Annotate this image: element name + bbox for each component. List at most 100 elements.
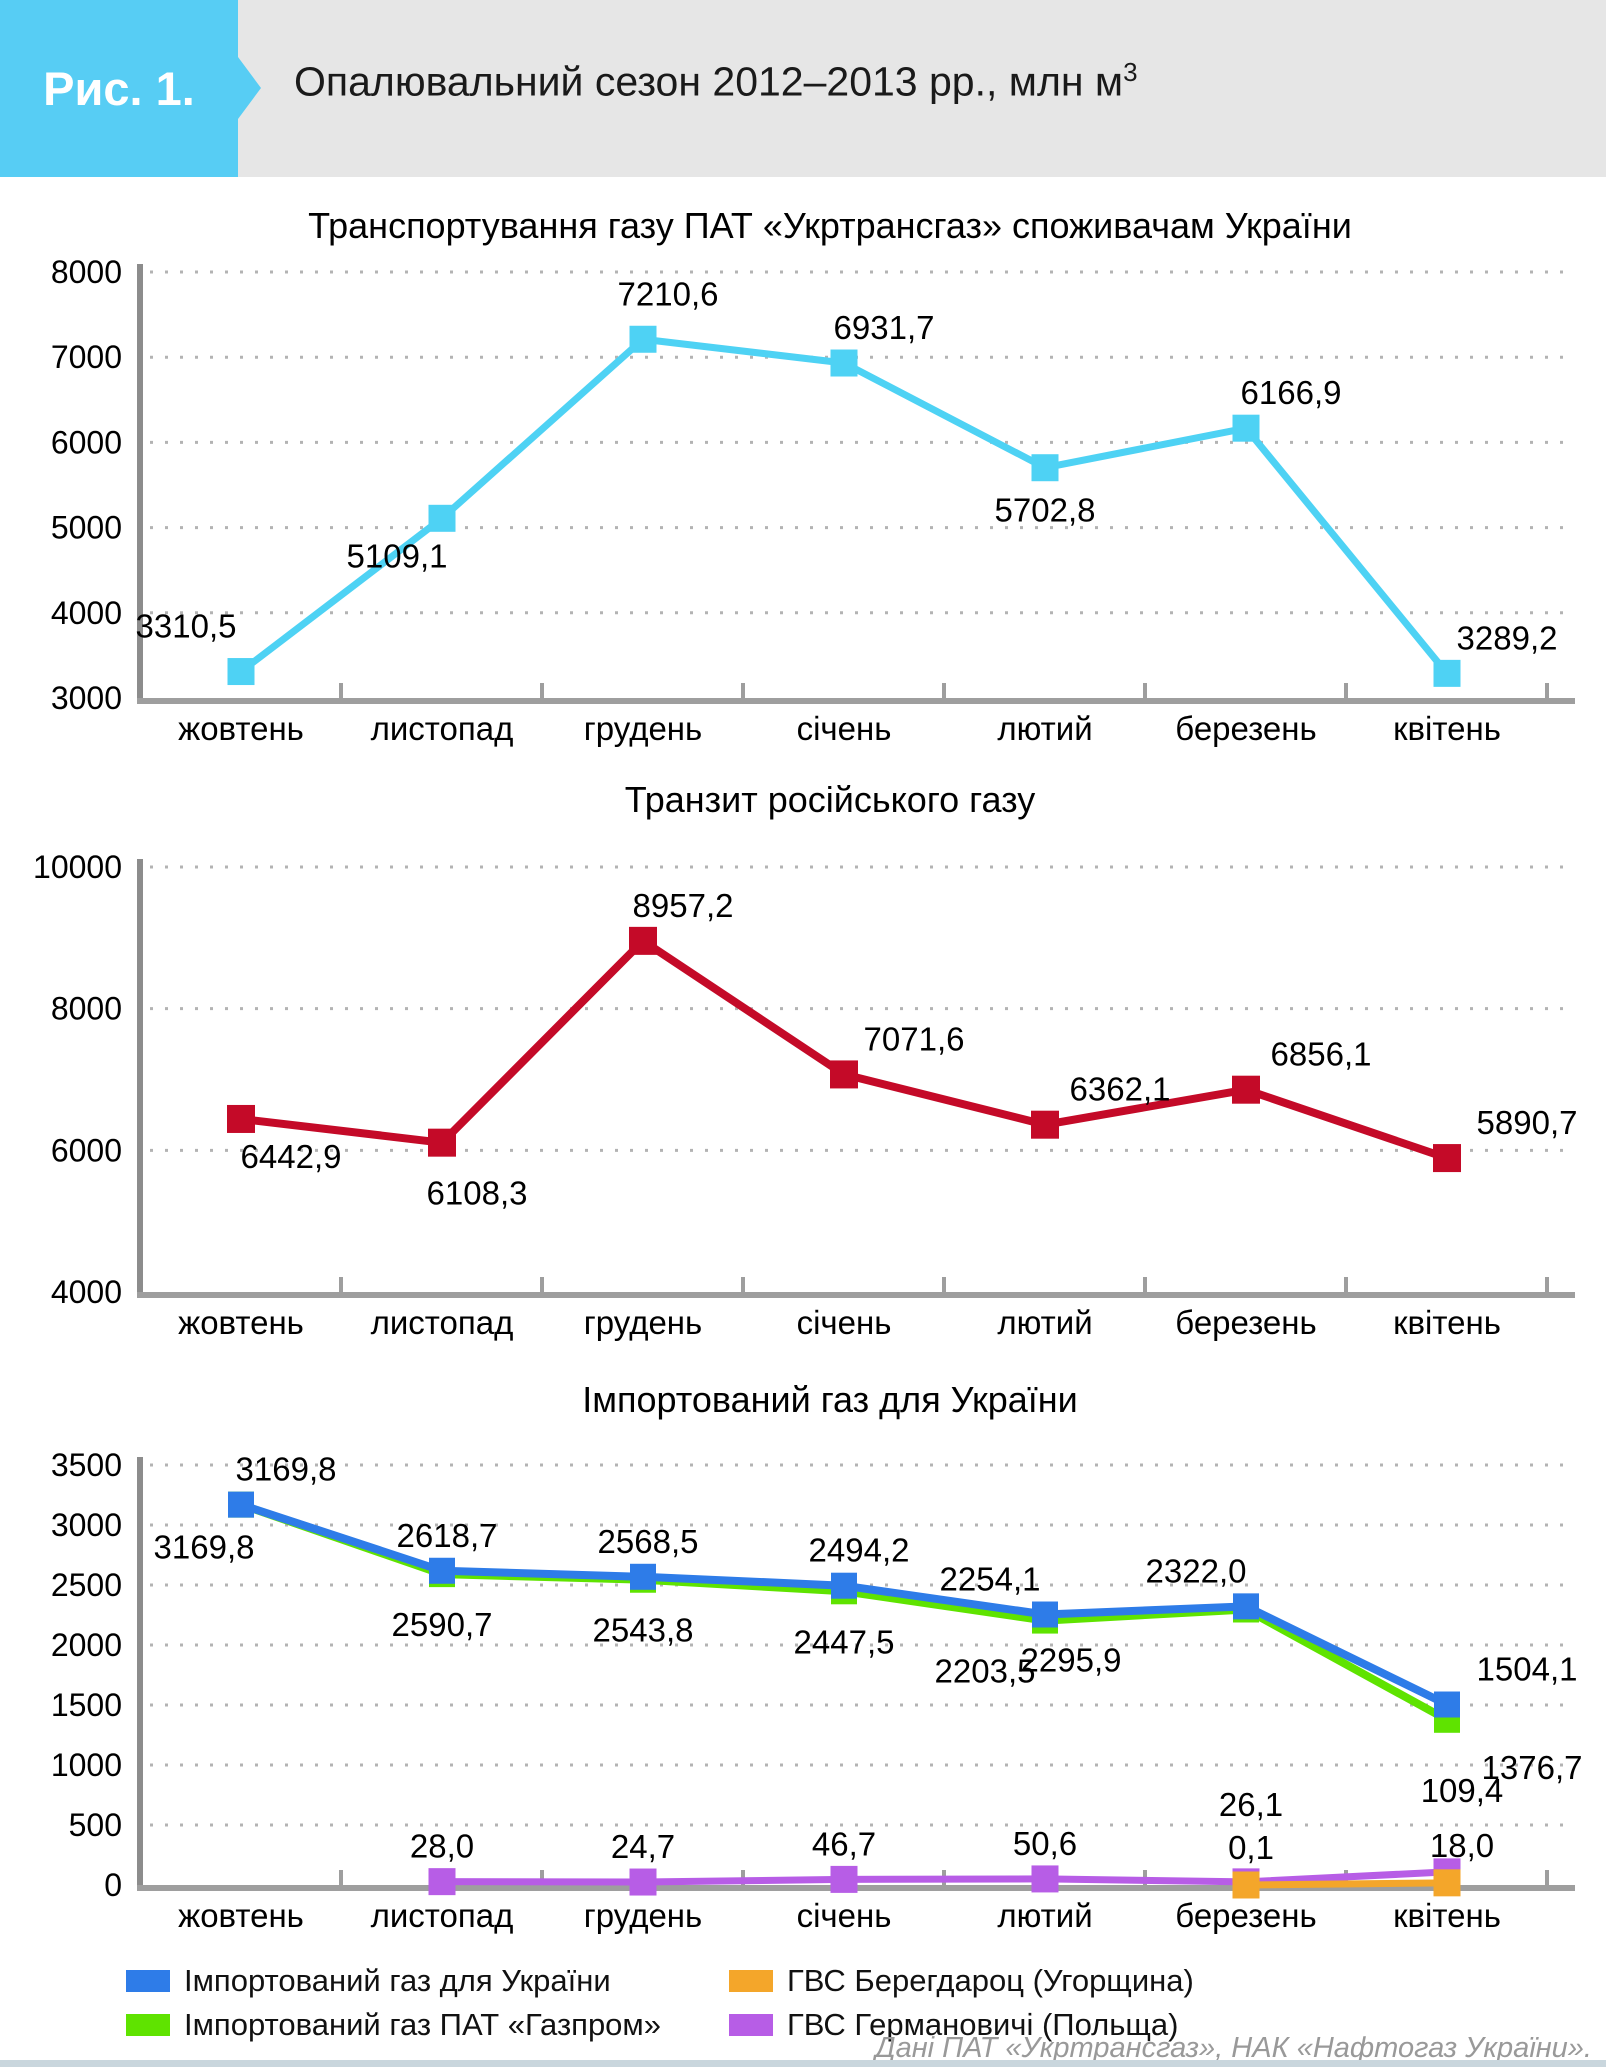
value-label: 18,0 <box>1430 1827 1494 1864</box>
legend-swatch-blue <box>126 1970 170 1992</box>
value-label: 6442,9 <box>241 1138 342 1175</box>
value-label: 2254,1 <box>940 1561 1041 1598</box>
x-axis-category-label: квітень <box>1393 1897 1501 1934</box>
x-axis-line <box>137 698 1575 704</box>
x-axis-line <box>137 1292 1575 1298</box>
figure-badge: Рис. 1. <box>0 0 261 177</box>
chart-title: Транспортування газу ПАТ «Укртрансгаз» с… <box>308 205 1352 246</box>
x-axis-tick <box>1143 1277 1147 1292</box>
y-axis-tick-label: 4000 <box>51 1274 122 1310</box>
y-axis-line <box>137 859 143 1292</box>
value-label: 6362,1 <box>1070 1071 1171 1108</box>
chart-title: Транзит російського газу <box>625 779 1036 820</box>
x-axis-tick <box>339 683 343 698</box>
data-point-marker-red <box>1031 1110 1059 1139</box>
data-point-marker-blue <box>831 1572 857 1599</box>
x-axis-category-label: грудень <box>584 710 702 747</box>
value-label: 26,1 <box>1219 1786 1283 1823</box>
value-label: 1504,1 <box>1477 1651 1578 1688</box>
header-band <box>0 0 1606 177</box>
x-axis-category-label: березень <box>1175 1897 1316 1934</box>
y-axis-line <box>137 264 143 698</box>
y-axis-tick-label: 6000 <box>51 424 122 460</box>
page-title-text: Опалювальний сезон 2012–2013 рр., млн м <box>294 58 1124 105</box>
data-point-marker-blue <box>1434 1691 1460 1718</box>
y-axis-tick-label: 500 <box>69 1807 122 1843</box>
x-axis-tick <box>741 683 745 698</box>
legend-label: Імпортований газ ПАТ «Газпром» <box>184 2007 661 2042</box>
data-point-marker-blue <box>429 1557 455 1584</box>
legend-swatch-green <box>126 2014 170 2036</box>
data-point-marker-orange <box>1232 1871 1260 1899</box>
legend-swatch-purple <box>728 2014 773 2036</box>
x-axis-category-label: квітень <box>1393 710 1501 747</box>
value-label: 2447,5 <box>794 1623 895 1660</box>
data-point-marker-blue <box>228 1491 254 1518</box>
source-note: Дані ПАТ «Укртрансгаз», НАК «Нафтогаз Ук… <box>875 2032 1592 2064</box>
chart-3: Імпортований газ для України 3500 3000 2500… <box>51 1379 1583 1934</box>
chart-title: Імпортований газ для України <box>582 1379 1077 1420</box>
value-label: 2543,8 <box>593 1612 694 1649</box>
x-axis-category-label: грудень <box>584 1304 702 1341</box>
y-axis-tick-label: 1500 <box>51 1687 122 1723</box>
value-label: 8957,2 <box>633 887 734 924</box>
data-point-marker-purple <box>629 1868 657 1896</box>
legend-item: Імпортований газ для України <box>126 1964 661 1998</box>
value-label: 3169,8 <box>236 1451 337 1488</box>
x-axis-category-label: грудень <box>584 1897 702 1934</box>
data-point-marker-purple <box>428 1868 456 1896</box>
value-label: 5890,7 <box>1477 1104 1578 1141</box>
data-point-marker-cyan <box>428 504 456 532</box>
data-point-marker-red <box>629 926 657 955</box>
value-label: 2203,5 <box>935 1653 1036 1690</box>
data-point-marker-red <box>830 1060 858 1089</box>
x-axis-tick <box>540 1277 544 1292</box>
legend-label: ГВС Германовичі (Польща) <box>786 2007 1179 2042</box>
x-axis-category-label: лютий <box>997 710 1092 747</box>
value-label: 3289,2 <box>1457 619 1558 656</box>
y-axis-tick-label: 7000 <box>51 339 122 375</box>
x-axis-category-label: листопад <box>371 1304 514 1341</box>
data-point-marker-blue <box>1233 1593 1259 1620</box>
x-axis-category-label: січень <box>797 710 892 747</box>
x-axis-tick <box>1344 1277 1348 1292</box>
x-axis-category-label: листопад <box>371 1897 514 1934</box>
y-axis-tick-label: 3500 <box>51 1447 122 1483</box>
chart-legend: Імпортований газ для України Імпортований… <box>126 1964 1194 2042</box>
y-axis-tick-label: 3000 <box>51 1507 122 1543</box>
x-axis-category-label: березень <box>1175 1304 1316 1341</box>
y-axis-tick-label: 0 <box>104 1867 122 1903</box>
x-axis-tick <box>942 683 946 698</box>
y-axis-tick-label: 2500 <box>51 1567 122 1603</box>
value-label: 2295,9 <box>1021 1641 1122 1678</box>
y-axis-tick-label: 8000 <box>51 254 122 290</box>
y-axis-tick-label: 1000 <box>51 1747 122 1783</box>
legend-label: ГВС Берегдароц (Угорщина) <box>786 1963 1194 1998</box>
series-line-red <box>240 936 1449 1162</box>
data-point-marker-purple <box>1031 1865 1059 1893</box>
figure-label: Рис. 1. <box>43 62 195 115</box>
x-axis-tick <box>1545 1870 1549 1885</box>
value-label: 2494,2 <box>809 1532 910 1569</box>
value-label: 6856,1 <box>1271 1036 1372 1073</box>
value-label: 1376,7 <box>1482 1749 1583 1786</box>
data-point-marker-cyan <box>830 349 858 377</box>
chart-1: Транспортування газу ПАТ «Укртрансгаз» с… <box>51 205 1575 747</box>
value-label: 6108,3 <box>427 1175 528 1212</box>
value-label: 5109,1 <box>347 537 448 574</box>
y-axis-tick-label: 8000 <box>51 991 122 1027</box>
value-label: 3310,5 <box>136 608 237 645</box>
y-axis-line <box>137 1457 143 1885</box>
y-axis-tick-label: 3000 <box>51 680 122 716</box>
series-line-orange <box>1245 1879 1448 1889</box>
x-axis-tick <box>339 1277 343 1292</box>
y-axis-tick-label: 10000 <box>33 849 122 885</box>
x-axis-category-label: лютий <box>997 1304 1092 1341</box>
data-point-marker-red <box>1433 1144 1461 1173</box>
legend-swatch-orange <box>728 1970 773 1992</box>
data-point-marker-red <box>428 1128 456 1157</box>
value-label: 24,7 <box>611 1828 675 1865</box>
x-axis-category-label: січень <box>797 1304 892 1341</box>
x-axis-category-label: жовтень <box>178 1304 304 1341</box>
